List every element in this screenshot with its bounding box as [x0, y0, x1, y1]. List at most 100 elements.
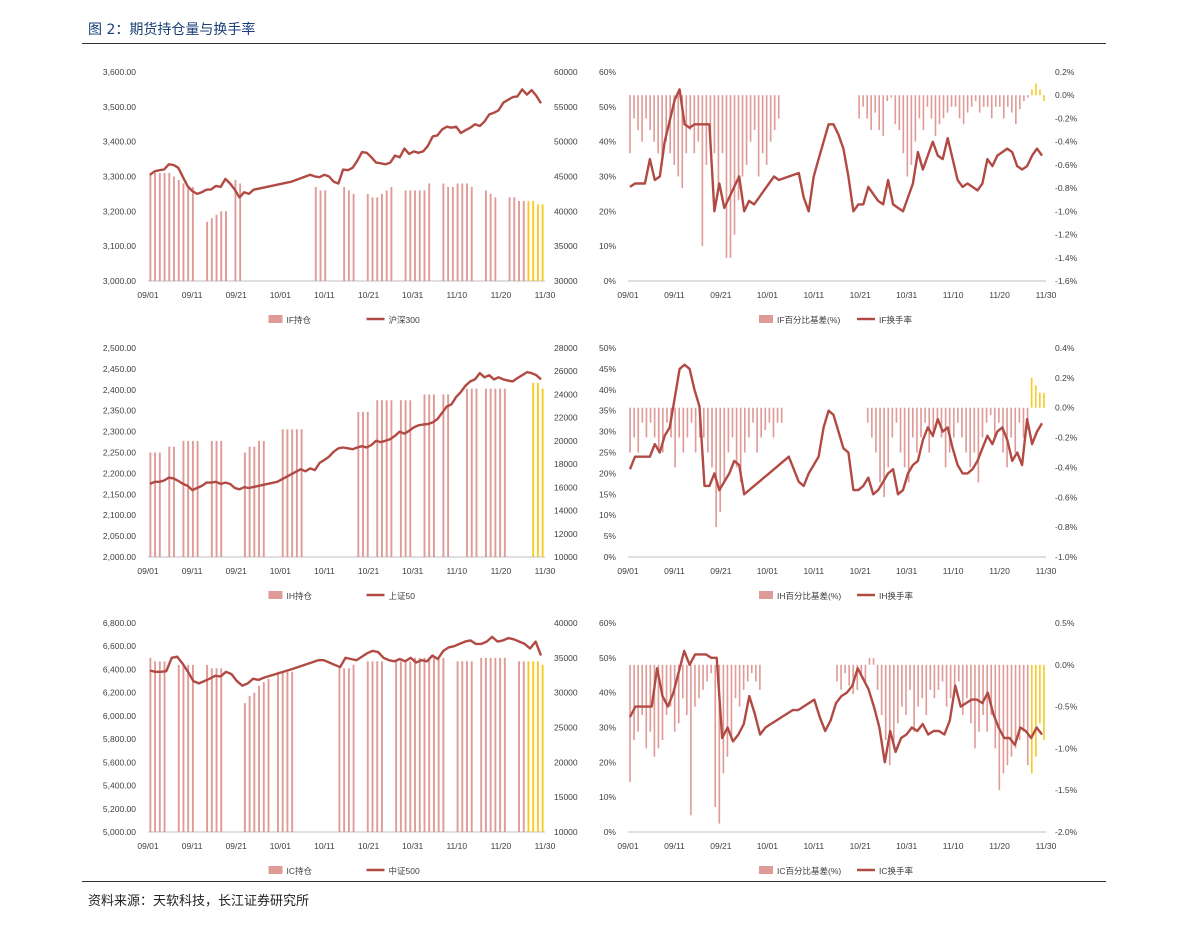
bar: [1002, 664, 1005, 774]
bar: [697, 95, 700, 142]
bar: [665, 664, 668, 715]
bar: [418, 190, 421, 281]
bar: [957, 664, 960, 682]
x-tick-label: 11/30: [1036, 841, 1057, 851]
y-left-tick-label: 60%: [599, 67, 616, 77]
bar: [243, 452, 246, 557]
bar: [404, 400, 407, 557]
y-right-tick-label: -0.4%: [1055, 137, 1078, 147]
bar: [924, 407, 926, 423]
bar: [399, 661, 402, 832]
bar: [428, 657, 431, 832]
x-tick-label: 09/11: [664, 290, 685, 300]
bar: [466, 661, 468, 832]
chart-2: 0% 10% 20% 30% 40% 50% 60% -1.6% -1.4% -1.2% -1.0%…: [599, 67, 1078, 325]
y-left-tick-label: 2,400.00: [103, 385, 136, 395]
bar: [714, 664, 717, 807]
y-right-tick-label: 60000: [554, 67, 578, 77]
bar: [713, 95, 716, 154]
y-right-tick-label: -0.8%: [1055, 183, 1078, 193]
bar: [862, 95, 864, 107]
bar: [1030, 377, 1033, 408]
bar: [978, 95, 981, 113]
x-tick-label: 11/10: [446, 566, 467, 576]
bar: [187, 440, 190, 557]
y-left-tick-label: 2,000.00: [103, 552, 136, 562]
bar: [759, 664, 761, 690]
bar: [149, 452, 152, 557]
y-right-tick-label: -1.5%: [1055, 785, 1078, 795]
bar: [437, 657, 440, 832]
bar: [710, 664, 712, 674]
bar: [949, 664, 952, 699]
legend-label: 沪深300: [389, 315, 420, 325]
bar: [362, 411, 364, 557]
bar: [743, 407, 746, 453]
y-right-tick-label: -1.0%: [1055, 206, 1078, 216]
bar: [456, 183, 459, 281]
bar: [390, 186, 393, 281]
bar: [1015, 95, 1017, 125]
bar: [536, 382, 539, 557]
bar: [657, 407, 660, 453]
legend-label: IF百分比基差(%): [777, 315, 840, 325]
y-right-tick-label: -0.2%: [1055, 113, 1078, 123]
bar: [946, 95, 949, 113]
bar: [777, 95, 780, 119]
bar: [343, 668, 346, 832]
bar: [874, 95, 876, 113]
y-right-tick-label: 26000: [554, 366, 578, 376]
bar: [937, 664, 940, 690]
series-line: [628, 649, 1043, 764]
bar: [741, 95, 744, 177]
bar: [508, 197, 511, 281]
legend-bar-swatch: [759, 866, 773, 874]
bar: [936, 407, 939, 423]
bar: [291, 671, 294, 832]
y-right-tick-label: -0.6%: [1055, 160, 1078, 170]
bar: [966, 95, 969, 113]
bar: [925, 664, 928, 715]
bar: [191, 664, 194, 832]
bar: [982, 664, 984, 715]
x-tick-label: 11/30: [535, 841, 556, 851]
bar: [686, 407, 689, 438]
legend-bar-swatch: [759, 591, 773, 599]
x-tick-label: 11/20: [989, 841, 1010, 851]
legend-bar-swatch: [268, 866, 283, 874]
bar: [541, 388, 544, 557]
x-tick-label: 10/11: [314, 841, 335, 851]
bar: [173, 446, 175, 557]
x-tick-label: 10/11: [314, 566, 335, 576]
bar: [399, 400, 402, 557]
bar: [945, 664, 948, 707]
y-left-tick-label: 10%: [599, 792, 616, 802]
bar: [532, 200, 535, 281]
bar: [901, 664, 903, 707]
bar: [1006, 664, 1009, 766]
bar: [662, 407, 664, 453]
legend-label: IF持仓: [287, 315, 312, 325]
chart-3: 2,000.00 2,050.00 2,100.00 2,150.00 2,200.00…: [103, 343, 578, 601]
bar: [633, 407, 635, 438]
x-tick-label: 10/11: [803, 566, 824, 576]
bar: [499, 657, 502, 832]
bar: [694, 664, 696, 707]
bar: [239, 183, 242, 281]
bar: [158, 661, 161, 832]
bar: [629, 664, 631, 782]
x-tick-label: 11/20: [491, 566, 512, 576]
bar: [673, 664, 676, 732]
y-right-tick-label: 0.0%: [1055, 660, 1075, 670]
bar: [653, 664, 656, 757]
bar: [177, 664, 180, 832]
bar: [206, 221, 209, 281]
bar: [678, 407, 681, 438]
bar: [994, 664, 997, 749]
bar: [757, 95, 760, 177]
y-right-tick-label: -1.6%: [1055, 276, 1078, 286]
bar: [733, 95, 736, 235]
bar: [844, 664, 846, 674]
bar: [163, 661, 166, 832]
bar: [884, 664, 887, 741]
